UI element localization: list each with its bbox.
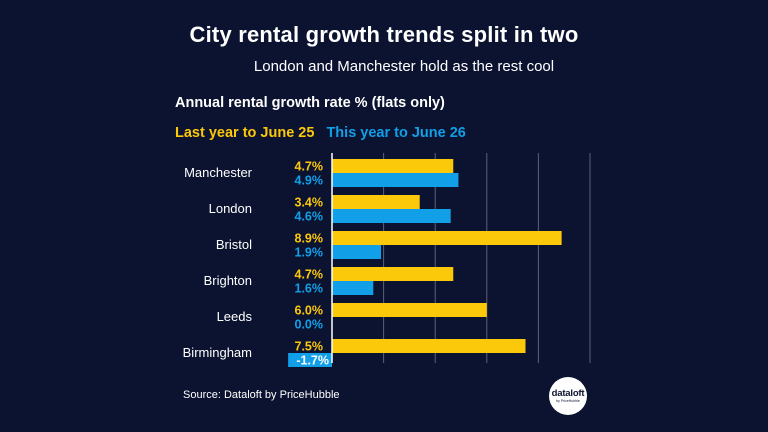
legend: Last year to June 25 This year to June 2… bbox=[175, 125, 474, 141]
data-label: 6.0% bbox=[295, 304, 324, 318]
data-label: -1.7% bbox=[296, 354, 329, 368]
bar-last-year bbox=[332, 231, 562, 245]
source-note: Source: Dataloft by PriceHubble bbox=[183, 389, 340, 401]
category-label: Bristol bbox=[216, 237, 252, 252]
logo-sub-text: by PriceHubble bbox=[556, 398, 580, 403]
bar-last-year bbox=[332, 195, 420, 209]
chart-subtitle: London and Manchester hold as the rest c… bbox=[253, 58, 555, 75]
bar-last-year bbox=[332, 159, 454, 173]
category-label: Brighton bbox=[204, 273, 252, 288]
category-label: Leeds bbox=[217, 309, 253, 324]
bar-last-year bbox=[332, 339, 526, 353]
legend-this-year: This year to June 26 bbox=[326, 125, 466, 141]
category-label: Birmingham bbox=[183, 345, 252, 360]
bar-this-year bbox=[332, 173, 459, 187]
data-label: 3.4% bbox=[295, 196, 324, 210]
legend-last-year: Last year to June 25 bbox=[175, 125, 315, 141]
data-label: 4.7% bbox=[295, 160, 324, 174]
data-label: 1.6% bbox=[295, 282, 324, 296]
bar-last-year bbox=[332, 267, 454, 281]
data-label: 8.9% bbox=[295, 232, 324, 246]
dataloft-logo: dataloft by PriceHubble bbox=[549, 377, 587, 415]
bar-last-year bbox=[332, 303, 487, 317]
logo-main-text: dataloft bbox=[551, 388, 585, 399]
data-label: 0.0% bbox=[295, 318, 324, 332]
data-label: 4.6% bbox=[295, 210, 324, 224]
chart-heading: Annual rental growth rate % (flats only) bbox=[175, 95, 445, 111]
data-label: 4.7% bbox=[295, 268, 324, 282]
bar-this-year bbox=[288, 353, 332, 367]
data-label: 1.9% bbox=[295, 246, 324, 260]
bar-this-year bbox=[332, 281, 374, 295]
category-label: Manchester bbox=[184, 165, 253, 180]
bar-this-year bbox=[332, 245, 382, 259]
bar-this-year bbox=[332, 209, 451, 223]
data-label: 4.9% bbox=[295, 174, 324, 188]
chart-title: City rental growth trends split in two bbox=[189, 22, 579, 47]
data-label: 7.5% bbox=[295, 340, 324, 354]
category-label: London bbox=[209, 201, 252, 216]
